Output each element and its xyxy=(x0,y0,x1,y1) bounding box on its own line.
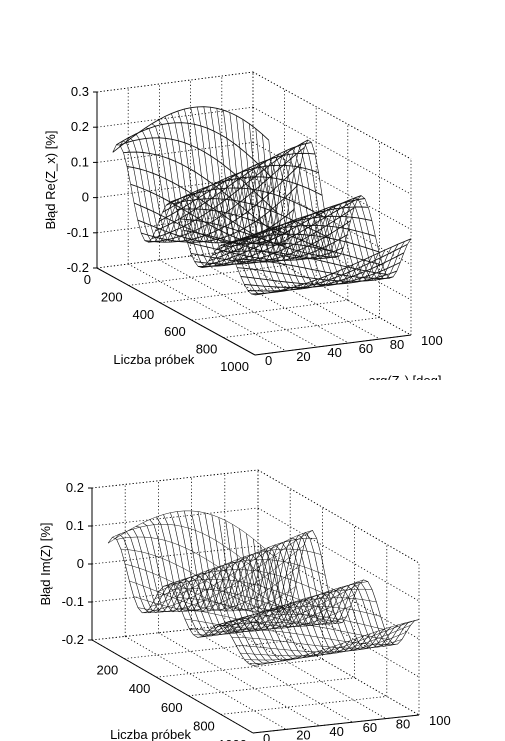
x-tick-label: 0 xyxy=(84,272,91,287)
surface-mesh-line-x xyxy=(120,138,276,212)
surface-mesh-line-x xyxy=(108,511,274,557)
z-tick-label: 0.3 xyxy=(71,84,89,99)
z-tick-label: 0.1 xyxy=(71,154,89,169)
grid-line-y-floor xyxy=(191,256,349,343)
x-tick-label: 800 xyxy=(193,718,215,733)
x-tick-label: 800 xyxy=(196,342,218,357)
z-axis-label: Błąd Re(Z_x) [%] xyxy=(43,131,58,230)
x-axis xyxy=(92,640,253,733)
z-tick-label: 0 xyxy=(82,190,89,205)
grid-line-y-floor xyxy=(222,252,380,339)
x-tick-label: 1000 xyxy=(220,359,249,374)
y-tick-label: 40 xyxy=(329,724,343,739)
surface-mesh-line-y xyxy=(274,530,419,644)
x-tick-label: 400 xyxy=(129,681,151,696)
chart-re-error-svg: -0.2-0.100.10.20.302004006008001000 0 20 40… xyxy=(0,0,505,380)
grid-line-z-side xyxy=(253,107,411,194)
z-tick-label: 0 xyxy=(77,556,84,571)
z-axis-label: Błąd Im(Z) [%] xyxy=(38,522,53,605)
grid-line-x-floor xyxy=(160,283,316,303)
z-tick-label: 0.2 xyxy=(71,119,89,134)
x-tick-label: 200 xyxy=(96,663,118,678)
z-tick-label: -0.1 xyxy=(62,594,84,609)
grid-line-z-side xyxy=(258,508,419,601)
y-tick-label: 60 xyxy=(359,341,373,356)
y-tick-label: 60 xyxy=(363,720,377,735)
y-tick-label: 100 xyxy=(429,713,451,728)
grid-top-back xyxy=(92,470,258,488)
x-axis-label: Liczba próbek xyxy=(110,727,191,741)
y-tick-label: 0 xyxy=(265,353,272,368)
y-axis-label: arg(Zx) [deg] xyxy=(369,373,442,380)
y-tick-label: 80 xyxy=(390,337,404,352)
surface-mesh-line-y xyxy=(240,529,385,649)
x-tick-label: 200 xyxy=(101,289,123,304)
grid-line-x-floor xyxy=(192,300,348,320)
y-tick-label: 40 xyxy=(327,345,341,360)
grid-line-y-floor xyxy=(258,622,419,715)
z-tick-label: -0.2 xyxy=(62,632,84,647)
z-tick-label: 0.1 xyxy=(66,518,84,533)
grid-line-x-floor xyxy=(221,696,387,714)
x-tick-label: 400 xyxy=(132,307,154,322)
y-tick-label: 20 xyxy=(296,349,310,364)
y-tick-label: 80 xyxy=(396,717,410,732)
grid-line-z-back xyxy=(92,470,258,488)
grid-line-y-floor xyxy=(192,629,353,722)
z-tick-label: -0.1 xyxy=(67,225,89,240)
grid-line-x-floor xyxy=(189,678,355,696)
grid-line-z-back xyxy=(92,508,258,526)
x-tick-label: 600 xyxy=(164,324,186,339)
grid-line-x-floor xyxy=(129,265,285,285)
z-tick-label: 0.2 xyxy=(66,480,84,495)
grid-line-x-floor xyxy=(156,659,322,677)
y-tick-label: 20 xyxy=(296,727,310,741)
grid-top-side xyxy=(253,72,411,159)
grid-line-x-floor xyxy=(124,641,290,659)
grid-top-back xyxy=(97,72,253,92)
x-axis-label: Liczba próbek xyxy=(113,352,194,367)
grid-line-x-floor xyxy=(223,318,379,338)
x-tick-label: 1000 xyxy=(218,737,247,741)
chart-re-error: -0.2 -0.1 0 0.1 0.2 0.3 0 200 400 600 800 1000 0 20 40… xyxy=(0,0,505,380)
x-axis xyxy=(97,268,255,355)
y-tick-label: 100 xyxy=(421,333,443,348)
x-tick-label: 600 xyxy=(161,700,183,715)
y-tick-label: 0 xyxy=(263,731,270,741)
